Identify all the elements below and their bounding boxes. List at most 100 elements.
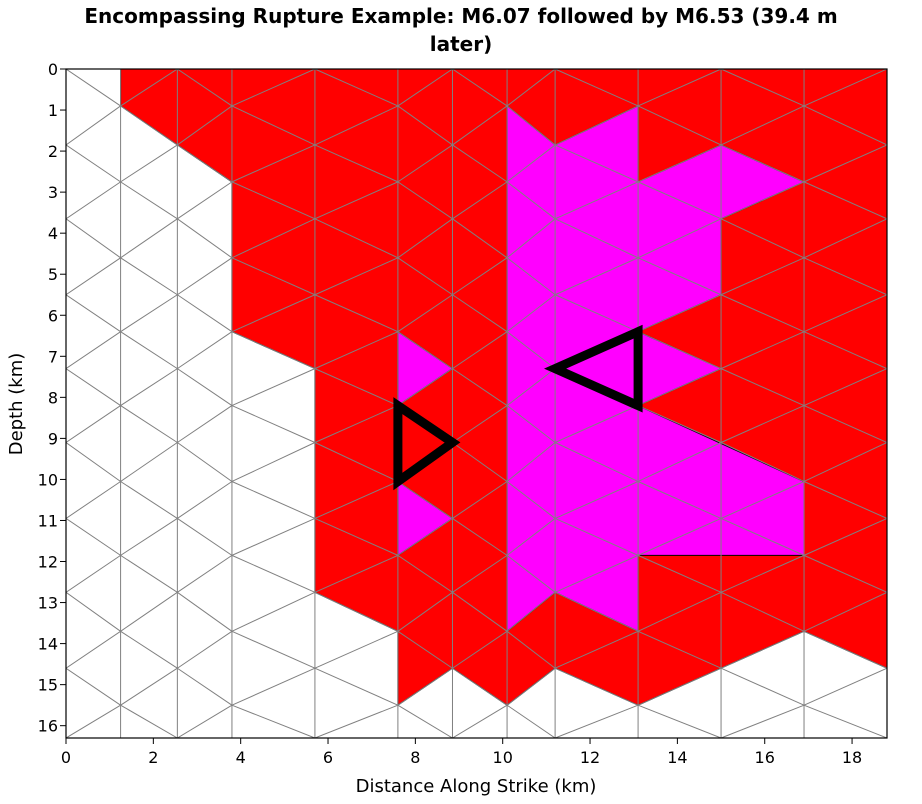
mesh-edge xyxy=(120,181,178,220)
mesh-edge xyxy=(637,405,722,443)
mesh-edge xyxy=(120,442,178,482)
y-tick-label: 5 xyxy=(48,265,58,284)
y-tick-label: 3 xyxy=(48,183,58,202)
mesh-edge xyxy=(554,630,639,669)
y-tick-label: 10 xyxy=(38,470,58,489)
y-tick-label: 9 xyxy=(48,429,58,448)
mesh-edge xyxy=(231,144,316,183)
mesh-edge xyxy=(314,704,399,738)
mesh-edge xyxy=(803,181,887,220)
y-tick-label: 0 xyxy=(48,60,58,79)
mesh-edge xyxy=(120,331,178,370)
mesh-edge xyxy=(177,218,233,259)
mesh-edge xyxy=(120,630,178,669)
x-tick-label: 0 xyxy=(61,748,71,767)
mesh-edge xyxy=(177,442,233,482)
hypocenter-marker-1 xyxy=(544,324,643,413)
x-tick-label: 6 xyxy=(323,748,333,767)
mesh-edge xyxy=(120,518,178,556)
mesh-edge xyxy=(720,667,805,706)
mesh-edge xyxy=(506,591,556,632)
mesh-edge xyxy=(452,294,508,333)
mesh-edge xyxy=(637,368,722,407)
hypocenter-markers xyxy=(393,324,643,491)
mesh-edge xyxy=(177,405,233,443)
y-tick-label: 4 xyxy=(48,224,58,243)
mesh-edge xyxy=(397,667,453,706)
mesh-edge xyxy=(637,517,722,556)
mesh-edge xyxy=(231,331,316,370)
mesh-edge xyxy=(66,667,121,706)
mesh-edge xyxy=(720,144,805,183)
mesh-edge xyxy=(397,257,453,296)
y-tick-label: 12 xyxy=(38,553,58,572)
mesh-edge xyxy=(66,481,121,519)
mesh-edge xyxy=(397,518,453,556)
mesh-edge xyxy=(554,181,639,220)
mesh-edge xyxy=(506,294,556,333)
mesh-edge xyxy=(554,442,639,482)
mesh-edge xyxy=(637,218,722,259)
mesh-edge xyxy=(452,144,508,183)
mesh-edge xyxy=(231,405,316,443)
mesh-edge xyxy=(177,294,233,333)
mesh-edge xyxy=(803,481,887,519)
mesh-edge xyxy=(803,405,887,443)
mesh-edge xyxy=(720,218,805,259)
fault-mesh xyxy=(66,69,887,738)
mesh-edge xyxy=(66,257,121,296)
mesh-edge xyxy=(314,630,399,669)
mesh-edge xyxy=(397,181,453,220)
mesh-edge xyxy=(66,368,121,406)
mesh-edge xyxy=(66,181,121,220)
mesh-edge xyxy=(452,630,508,669)
mesh-edge xyxy=(314,368,399,407)
y-tick-label: 15 xyxy=(38,676,58,695)
mesh-edge xyxy=(314,481,399,519)
mesh-edge xyxy=(120,105,178,146)
mesh-edge xyxy=(231,105,316,146)
mesh-edge xyxy=(637,442,722,482)
mesh-edge xyxy=(120,144,178,183)
y-tick-label: 11 xyxy=(38,511,58,530)
mesh-edge xyxy=(120,481,178,519)
mesh-edge xyxy=(506,181,556,220)
mesh-edge xyxy=(314,591,399,632)
mesh-edge xyxy=(452,481,508,519)
mesh-edge xyxy=(803,257,887,296)
mesh-edge xyxy=(637,630,722,669)
mesh-edge xyxy=(177,704,233,738)
mesh-edge xyxy=(637,105,722,146)
mesh-edge xyxy=(506,105,556,146)
mesh-edge xyxy=(720,704,805,738)
mesh-edge xyxy=(554,218,639,259)
x-tick-label: 18 xyxy=(842,748,862,767)
mesh-edge xyxy=(452,442,508,482)
mesh-edge xyxy=(314,405,399,443)
y-tick-label: 6 xyxy=(48,306,58,325)
mesh-edge xyxy=(720,405,805,443)
mesh-edge xyxy=(177,481,233,519)
mesh-edge xyxy=(803,630,887,669)
mesh-edge xyxy=(120,257,178,296)
x-tick-label: 2 xyxy=(148,748,158,767)
mesh-edge xyxy=(637,704,722,738)
mesh-edge xyxy=(177,630,233,669)
mesh-edge xyxy=(554,554,639,593)
mesh-edge xyxy=(120,294,178,333)
mesh-edge xyxy=(397,69,453,107)
mesh-edge xyxy=(637,481,722,519)
mesh-edge xyxy=(66,518,121,556)
mesh-edge xyxy=(452,257,508,296)
mesh-edge xyxy=(637,554,722,593)
mesh-edge xyxy=(231,554,316,593)
hypocenter-marker-0 xyxy=(393,397,461,491)
mesh-edge xyxy=(554,144,639,183)
mesh-edge xyxy=(803,554,887,593)
mesh-edge xyxy=(452,331,508,370)
mesh-edge xyxy=(231,517,316,556)
mesh-edge xyxy=(177,331,233,370)
y-tick-label: 16 xyxy=(38,717,58,736)
